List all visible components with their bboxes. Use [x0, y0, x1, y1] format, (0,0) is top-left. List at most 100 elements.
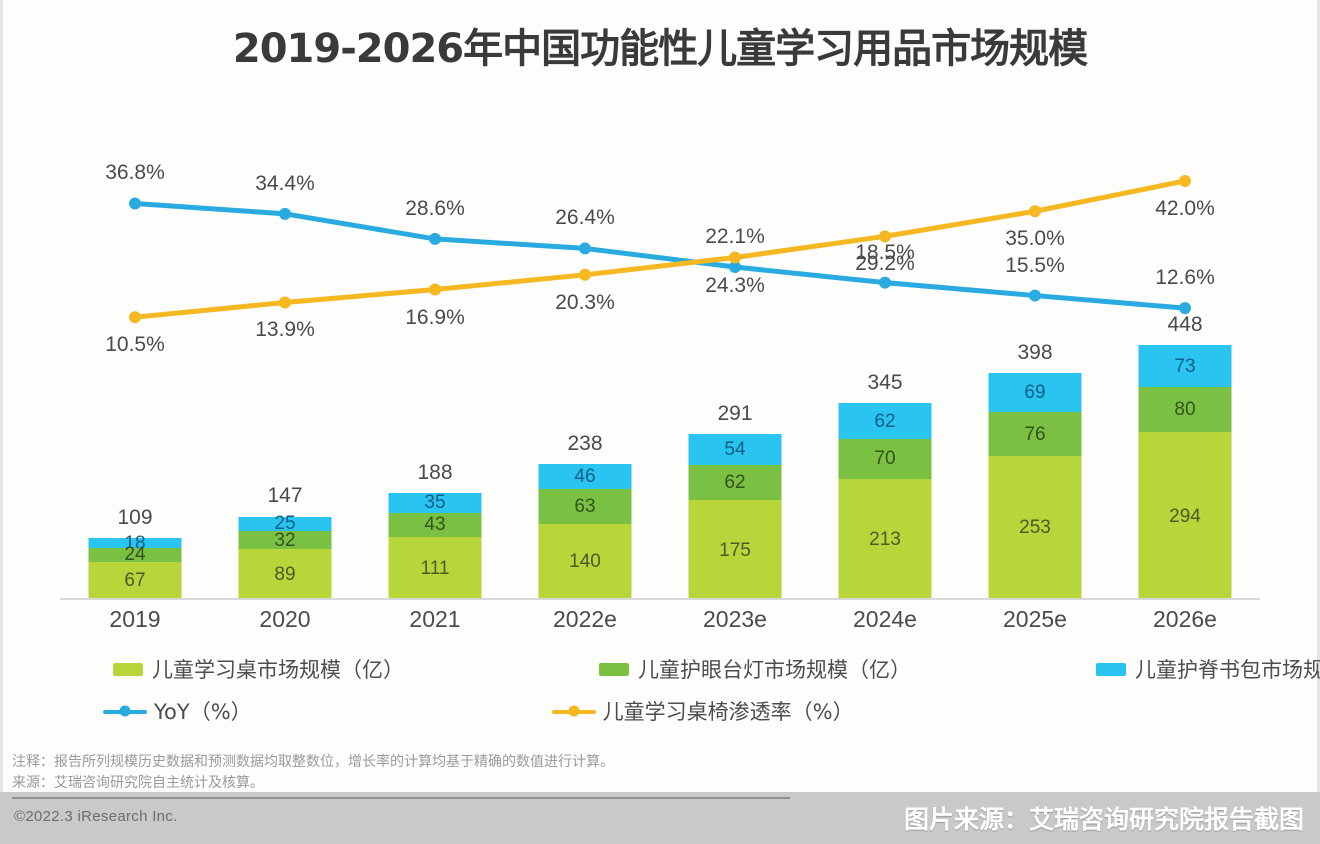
- stacked-bar[interactable]: 46 63 140: [538, 464, 632, 600]
- bar-total-label: 188: [417, 460, 453, 484]
- legend-label: YoY（%）: [154, 700, 252, 724]
- bar-segment[interactable]: 175: [688, 500, 782, 600]
- stacked-bar[interactable]: 54 62 175: [688, 434, 782, 600]
- stacked-bar[interactable]: 73 80 294: [1138, 345, 1232, 600]
- bar-segment[interactable]: 73: [1138, 345, 1232, 387]
- bar-segment-value: 69: [1024, 382, 1046, 404]
- penetration-point-label: 20.3%: [555, 290, 615, 314]
- bar-segment-value: 62: [724, 472, 746, 494]
- chart-title: 2019-2026年中国功能性儿童学习用品市场规模: [232, 26, 1088, 72]
- bar-segment[interactable]: 35: [388, 492, 482, 514]
- bar-segment-value: 70: [874, 448, 896, 470]
- legend-label: 儿童学习桌市场规模（亿）: [152, 658, 404, 682]
- x-axis-line: [60, 598, 1260, 600]
- stacked-bar[interactable]: 35 43 111: [388, 492, 482, 600]
- bar-segment[interactable]: 67: [88, 561, 182, 600]
- stacked-bar[interactable]: 69 76 253: [988, 373, 1082, 600]
- bar-segment[interactable]: 111: [388, 537, 482, 600]
- legend-row-lines: YoY（%） 儿童学习桌椅渗透率（%）: [95, 690, 1255, 732]
- plot-area: 18 24 67 109 2019 25 32 89 147 2020 35 43 111 188 2021…: [60, 120, 1260, 632]
- bar-segment[interactable]: 25: [238, 513, 332, 535]
- bar-segment[interactable]: 89: [238, 549, 332, 600]
- bar-segment-value: 253: [1019, 517, 1051, 539]
- bar-segment[interactable]: 62: [688, 464, 782, 501]
- bar-segment-value: 18: [124, 532, 146, 554]
- bar-segment-value: 140: [569, 551, 601, 573]
- bar-segment[interactable]: 140: [538, 523, 632, 600]
- bar-segment[interactable]: 76: [988, 412, 1082, 456]
- yoy-point-label: 28.6%: [405, 196, 465, 220]
- legend-item-line-0[interactable]: YoY（%）: [103, 696, 252, 726]
- bar-segment-value: 213: [869, 528, 901, 550]
- bar-columns: 18 24 67 109 2019 25 32 89 147 2020 35 43 111 188 2021…: [60, 120, 1260, 632]
- bar-segment[interactable]: 213: [838, 478, 932, 600]
- bar-segment-value: 76: [1024, 423, 1046, 445]
- legend: 儿童学习桌市场规模（亿） 儿童护眼台灯市场规模（亿） 儿童护脊书包市场规模（亿） Y…: [95, 648, 1320, 732]
- bar-segment[interactable]: 69: [988, 373, 1082, 413]
- bar-segment[interactable]: 294: [1138, 432, 1232, 600]
- bar-segment[interactable]: 70: [838, 438, 932, 479]
- footnote-note: 注释：报告所列规模历史数据和预测数据均取整数位，增长率的计算均基于精确的数值进行…: [12, 754, 614, 770]
- yoy-point-label: 34.4%: [255, 171, 315, 195]
- legend-row-bars: 儿童学习桌市场规模（亿） 儿童护眼台灯市场规模（亿） 儿童护脊书包市场规模（亿）: [95, 648, 1320, 690]
- bar-total-label: 147: [267, 484, 303, 508]
- bar-segment[interactable]: 18: [88, 534, 182, 553]
- legend-item-bar-0[interactable]: 儿童学习桌市场规模（亿）: [113, 654, 404, 684]
- bar-segment[interactable]: 62: [838, 403, 932, 439]
- source-watermark: 图片来源：艾瑞咨询研究院报告截图: [790, 792, 1320, 844]
- legend-label: 儿童学习桌椅渗透率（%）: [602, 700, 854, 724]
- penetration-point-label: 35.0%: [1005, 227, 1065, 251]
- yoy-point-label: 26.4%: [555, 206, 615, 230]
- bar-segment-value: 25: [274, 513, 296, 535]
- bar-segment[interactable]: 43: [388, 512, 482, 538]
- bar-segment-value: 35: [424, 492, 446, 514]
- bar-total-label: 109: [117, 505, 153, 529]
- x-axis-label: 2023e: [703, 606, 767, 632]
- x-axis-label: 2022e: [553, 606, 617, 632]
- bar-segment-value: 67: [124, 570, 146, 592]
- left-edge-artifact: [0, 0, 3, 844]
- footnote-source: 来源：艾瑞咨询研究院自主统计及核算。: [12, 775, 264, 791]
- stacked-bar[interactable]: 18 24 67: [88, 534, 182, 600]
- legend-swatch-icon: [1096, 662, 1126, 676]
- yoy-point-label: 36.8%: [105, 161, 165, 185]
- bar-segment[interactable]: 54: [688, 434, 782, 465]
- bar-segment-value: 80: [1174, 399, 1196, 421]
- bar-column: 25 32 89 147 2020: [210, 120, 360, 632]
- bar-segment[interactable]: 24: [88, 545, 182, 564]
- penetration-point-label: 10.5%: [105, 333, 165, 357]
- bar-segment[interactable]: 80: [1138, 386, 1232, 433]
- legend-swatch-icon: [599, 662, 629, 676]
- bar-segment-value: 46: [574, 466, 596, 488]
- bar-segment-value: 54: [724, 439, 746, 461]
- bar-total-label: 291: [717, 402, 753, 426]
- bar-segment[interactable]: 253: [988, 455, 1082, 600]
- stacked-bar[interactable]: 25 32 89: [238, 513, 332, 600]
- footer-bar: ©2022.3 iResearch Inc. 图片来源：艾瑞咨询研究院报告截图: [0, 792, 1320, 844]
- x-axis-label: 2026e: [1153, 606, 1217, 632]
- bar-segment-value: 32: [274, 529, 296, 551]
- penetration-point-label: 24.3%: [705, 273, 765, 297]
- legend-item-line-1[interactable]: 儿童学习桌椅渗透率（%）: [551, 696, 854, 726]
- bar-column: 54 62 175 291 2023e: [660, 120, 810, 632]
- footer-rule: [12, 797, 865, 799]
- bar-segment-value: 294: [1169, 505, 1201, 527]
- bar-column: 35 43 111 188 2021: [360, 120, 510, 632]
- legend-swatch-icon: [113, 662, 143, 676]
- source-watermark-text: 图片来源：艾瑞咨询研究院报告截图: [903, 805, 1304, 834]
- legend-line-marker-icon: [103, 704, 147, 718]
- x-axis-label: 2024e: [853, 606, 917, 632]
- penetration-point-label: 29.2%: [855, 252, 915, 276]
- stacked-bar[interactable]: 62 70 213: [838, 403, 932, 600]
- bar-column: 73 80 294 448 2026e: [1110, 120, 1260, 632]
- bar-segment[interactable]: 63: [538, 489, 632, 524]
- legend-item-bar-1[interactable]: 儿童护眼台灯市场规模（亿）: [599, 654, 911, 684]
- x-axis-label: 2025e: [1003, 606, 1067, 632]
- yoy-point-label: 12.6%: [1155, 266, 1215, 290]
- bar-segment[interactable]: 46: [538, 464, 632, 490]
- x-axis-label: 2020: [259, 606, 311, 632]
- legend-item-bar-2[interactable]: 儿童护脊书包市场规模（亿）: [1096, 654, 1320, 684]
- bar-segment[interactable]: 32: [238, 529, 332, 551]
- bar-total-label: 398: [1017, 341, 1053, 365]
- bar-segment-value: 73: [1174, 355, 1196, 377]
